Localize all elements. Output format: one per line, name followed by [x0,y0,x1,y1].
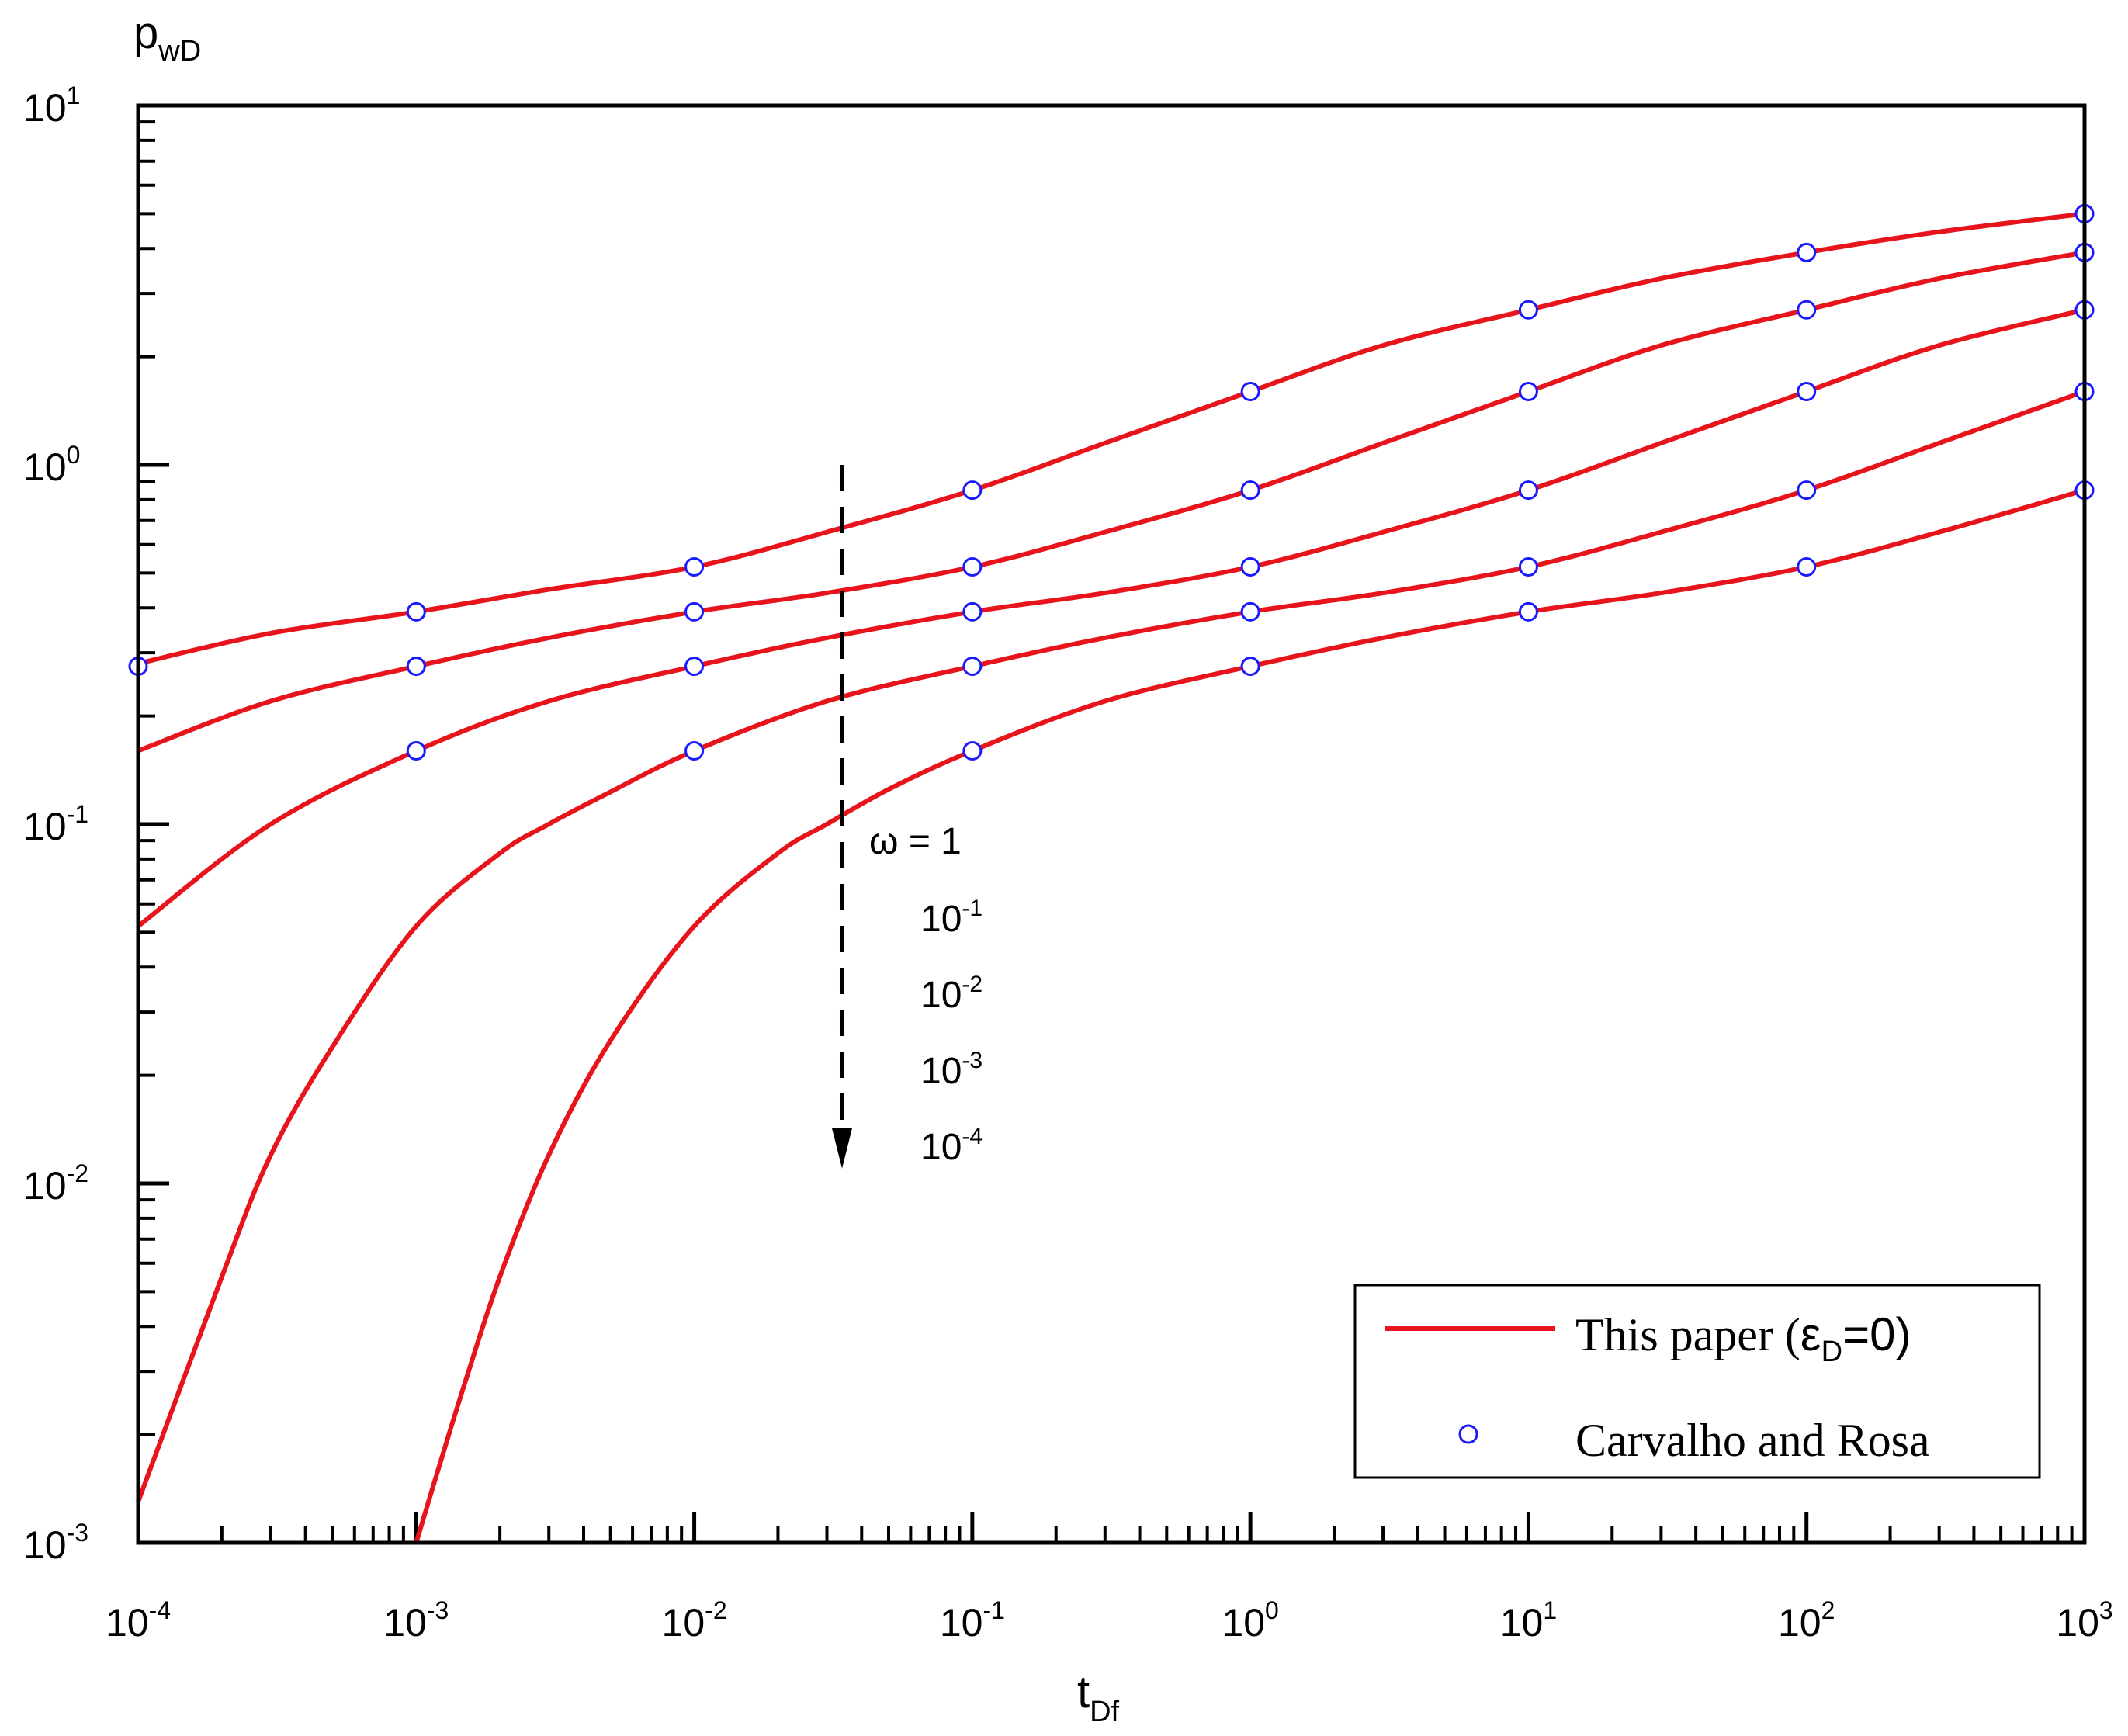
plot-frame [136,103,2087,1545]
annotation-arrow-head [831,1128,852,1169]
data-marker [962,556,983,577]
series-line-2 [137,307,2085,928]
series-line-3 [136,389,2086,1503]
data-marker [1240,657,1260,677]
data-marker [1518,480,1538,501]
data-marker [1797,242,1817,262]
y-tick-label: 101 [23,81,80,130]
series-line-0 [137,211,2085,666]
series-line-4 [414,487,2085,1544]
x-tick-labels: 10-4 10-3 10-2 10-1 100 101 102 103 [106,1596,2113,1644]
data-marker [1240,480,1260,501]
x-tick-label: 10-4 [106,1596,171,1644]
x-axis-title-main: t [1077,1667,1090,1717]
annotation-omega-1e-3: 10-3 [920,1048,983,1092]
axis-ticks [136,120,2074,1545]
data-marker [1240,601,1260,622]
series-line-1 [137,250,2085,754]
series-layer [136,211,2086,1544]
data-marker [1518,300,1538,320]
data-marker [962,480,983,501]
data-marker [1240,381,1260,401]
data-marker [962,601,983,622]
data-marker [684,556,705,577]
y-tick-labels: 10-3 10-2 10-1 100 101 [23,81,88,1567]
x-tick-label: 100 [1222,1596,1278,1644]
y-axis-title: pwD [133,8,201,68]
data-marker [406,601,426,622]
x-tick-label: 10-3 [383,1596,449,1644]
x-tick-label: 101 [1500,1596,1557,1644]
data-marker [406,740,426,761]
data-marker [1797,556,1817,577]
x-tick-label: 10-1 [940,1596,1005,1644]
y-tick-label: 10-3 [23,1519,88,1567]
data-marker [962,740,983,761]
marker-layer [128,203,2095,761]
legend-entry-this-paper: This paper (εD=0) [1575,1308,1911,1368]
y-axis-title-main: p [133,8,158,58]
omega-annotation: ω = 1 10-1 10-2 10-3 10-4 [831,465,983,1169]
data-marker [962,657,983,677]
data-marker [406,657,426,677]
legend: This paper (εD=0) Carvalho and Rosa [1353,1284,2041,1479]
data-marker [1797,300,1817,320]
annotation-omega-1: ω = 1 [869,821,962,862]
data-marker [684,657,705,677]
x-tick-label: 103 [2056,1596,2112,1644]
y-tick-label: 100 [23,441,80,489]
data-marker [1240,556,1260,577]
data-marker [1518,381,1538,401]
data-marker [684,740,705,761]
data-marker [684,601,705,622]
x-axis-title: tDf [1077,1667,1120,1728]
x-tick-label: 10-2 [662,1596,727,1644]
y-tick-label: 10-2 [23,1159,88,1208]
y-axis-title-sub: wD [158,35,201,68]
y-tick-label: 10-1 [23,800,88,848]
data-marker [1797,381,1817,401]
legend-marker-swatch [1458,1424,1478,1444]
annotation-omega-1e-4: 10-4 [920,1124,983,1168]
data-marker [1518,556,1538,577]
data-marker [1518,601,1538,622]
x-tick-label: 102 [1778,1596,1835,1644]
legend-box [1353,1284,2041,1479]
annotation-omega-1e-2: 10-2 [920,972,983,1016]
x-axis-title-sub: Df [1090,1696,1119,1728]
annotation-omega-1e-1: 10-1 [920,896,983,940]
data-marker [1797,480,1817,501]
legend-entry-carvalho-rosa: Carvalho and Rosa [1575,1415,1930,1466]
